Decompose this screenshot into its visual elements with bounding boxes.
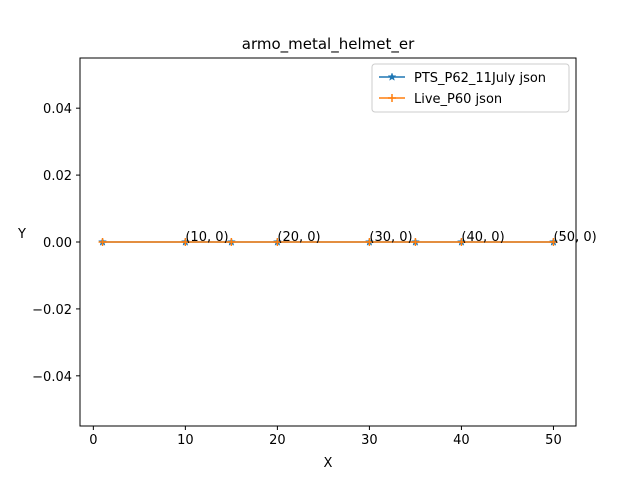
- x-tick-label: 30: [361, 433, 378, 448]
- legend-entry: PTS_P62_11July json: [379, 71, 546, 86]
- data-label: (10, 0): [185, 230, 228, 245]
- x-tick-label: 40: [453, 433, 470, 448]
- chart-title: armo_metal_helmet_er: [242, 35, 415, 54]
- data-point: [411, 238, 420, 246]
- plot-area: (10, 0) (20, 0) (30, 0) (40, 0) (50, 0) 0 10 20…: [32, 57, 597, 448]
- y-tick-label: 0.04: [43, 102, 72, 117]
- y-tick-label: −0.02: [32, 303, 72, 318]
- data-point: [227, 238, 236, 246]
- x-axis-label: X: [324, 456, 333, 471]
- data-label: (30, 0): [369, 230, 412, 245]
- data-label: (50, 0): [553, 230, 596, 245]
- legend-entry: Live_P60 json: [379, 92, 502, 107]
- data-label: (20, 0): [277, 230, 320, 245]
- x-tick-label: 0: [89, 433, 97, 448]
- legend-marker: [387, 72, 397, 81]
- data-point: [457, 238, 466, 246]
- legend: PTS_P62_11July json Live_P60 json: [371, 63, 570, 113]
- y-axis-label: Y: [17, 227, 26, 242]
- data-label: (40, 0): [461, 230, 504, 245]
- data-point: [273, 238, 282, 246]
- legend-label: Live_P60 json: [414, 92, 502, 107]
- legend-box: [371, 63, 570, 113]
- x-tick-label: 50: [545, 433, 562, 448]
- y-tick-label: 0.02: [43, 169, 72, 184]
- legend-label: PTS_P62_11July json: [414, 71, 546, 86]
- x-tick-label: 20: [269, 433, 286, 448]
- x-tick-label: 10: [177, 433, 194, 448]
- data-point: [98, 238, 107, 246]
- data-point: [549, 238, 558, 246]
- y-tick-label: 0.00: [43, 236, 72, 251]
- data-point: [181, 238, 190, 246]
- y-tick-label: −0.04: [32, 370, 72, 385]
- data-point: [365, 238, 374, 246]
